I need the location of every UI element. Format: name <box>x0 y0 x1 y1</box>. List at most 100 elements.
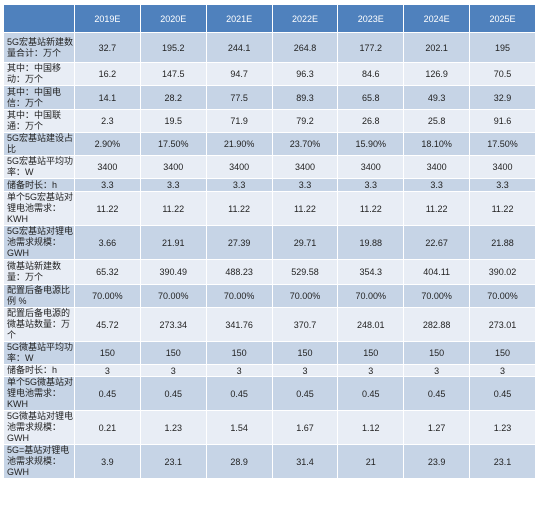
table-cell: 195.2 <box>140 33 206 62</box>
table-cell: 77.5 <box>206 86 272 109</box>
table-cell: 89.3 <box>272 86 338 109</box>
table-cell: 96.3 <box>272 63 338 85</box>
row-label: 其中：中国电信：万个 <box>4 86 74 109</box>
table-cell: 3400 <box>75 156 140 178</box>
table-cell: 70.00% <box>206 285 272 307</box>
table-cell: 3400 <box>338 156 404 178</box>
table-cell: 150 <box>75 342 140 364</box>
table-cell: 1.27 <box>404 411 470 444</box>
table-cell: 70.00% <box>338 285 404 307</box>
table-cell: 282.88 <box>404 308 470 341</box>
table-cell: 3 <box>140 365 206 376</box>
table-cell: 91.6 <box>470 110 535 132</box>
table-cell: 94.7 <box>206 63 272 85</box>
row-label: 5G宏基站对锂电池需求规模：GWH <box>4 226 74 259</box>
table-cell: 150 <box>140 342 206 364</box>
table-cell: 11.22 <box>140 192 206 225</box>
table-cell: 17.50% <box>140 133 206 155</box>
table-cell: 26.8 <box>338 110 404 132</box>
column-header-2025: 2025E <box>470 5 535 32</box>
row-label: 储备时长：h <box>4 179 74 191</box>
table-cell: 27.39 <box>206 226 272 259</box>
table-cell: 31.4 <box>272 445 338 478</box>
table-cell: 23.9 <box>404 445 470 478</box>
table-cell: 23.1 <box>140 445 206 478</box>
table-cell: 273.34 <box>140 308 206 341</box>
row-label: 5G宏基站建设占比 <box>4 133 74 155</box>
table-cell: 70.00% <box>404 285 470 307</box>
table-cell: 150 <box>404 342 470 364</box>
row-label: 5G宏基站平均功率：W <box>4 156 74 178</box>
table-cell: 147.5 <box>140 63 206 85</box>
table-cell: 3 <box>272 365 338 376</box>
table-cell: 11.22 <box>75 192 140 225</box>
table-row: 5G宏基站新建数量合计：万个 32.7 195.2 244.1 264.8 177.2 20… <box>4 33 535 62</box>
row-label: 单个5G宏基站对锂电池需求：KWH <box>4 192 74 225</box>
table-row: 配置后备电源的微基站数量：万个 45.72 273.34 341.76 370.7 248… <box>4 308 535 341</box>
column-header-2024: 2024E <box>404 5 470 32</box>
table-cell: 0.45 <box>206 377 272 410</box>
column-header-2020: 2020E <box>140 5 206 32</box>
table-cell: 3 <box>470 365 535 376</box>
table-cell: 354.3 <box>338 260 404 284</box>
column-header-2021: 2021E <box>206 5 272 32</box>
table-cell: 3 <box>75 365 140 376</box>
table-cell: 264.8 <box>272 33 338 62</box>
table-row: 5G微基站平均功率：W 150 150 150 150 150 150 150 <box>4 342 535 364</box>
table-cell: 0.45 <box>404 377 470 410</box>
table-cell: 244.1 <box>206 33 272 62</box>
table-cell: 1.12 <box>338 411 404 444</box>
table-cell: 15.90% <box>338 133 404 155</box>
table-cell: 126.9 <box>404 63 470 85</box>
table-cell: 390.02 <box>470 260 535 284</box>
table-cell: 79.2 <box>272 110 338 132</box>
table-cell: 529.58 <box>272 260 338 284</box>
table-cell: 3 <box>404 365 470 376</box>
table-cell: 21.88 <box>470 226 535 259</box>
table-cell: 32.9 <box>470 86 535 109</box>
row-label: 5G宏基站新建数量合计：万个 <box>4 33 74 62</box>
table-cell: 21 <box>338 445 404 478</box>
table-cell: 3400 <box>140 156 206 178</box>
table-row: 5G宏基站对锂电池需求规模：GWH 3.66 21.91 27.39 29.71 19.8… <box>4 226 535 259</box>
column-header-2023: 2023E <box>338 5 404 32</box>
table-cell: 45.72 <box>75 308 140 341</box>
table-cell: 390.49 <box>140 260 206 284</box>
table-row: 5G宏基站平均功率：W 3400 3400 3400 3400 3400 3400 3400 <box>4 156 535 178</box>
table-cell: 18.10% <box>404 133 470 155</box>
table-cell: 22.67 <box>404 226 470 259</box>
table-cell: 70.00% <box>75 285 140 307</box>
table-cell: 0.45 <box>470 377 535 410</box>
table-cell: 1.54 <box>206 411 272 444</box>
table-cell: 2.90% <box>75 133 140 155</box>
table-row: 5G微基站对锂电池需求规模：GWH 0.21 1.23 1.54 1.67 1.12 1.2… <box>4 411 535 444</box>
table-row: 储备时长：h 3.3 3.3 3.3 3.3 3.3 3.3 3.3 <box>4 179 535 191</box>
table-cell: 19.5 <box>140 110 206 132</box>
table-cell: 28.2 <box>140 86 206 109</box>
table-cell: 11.22 <box>470 192 535 225</box>
table-cell: 3.3 <box>75 179 140 191</box>
header-row: 2019E 2020E 2021E 2022E 2023E 2024E 2025… <box>4 5 535 32</box>
table-cell: 11.22 <box>338 192 404 225</box>
table-cell: 0.45 <box>338 377 404 410</box>
table-row: 储备时长：h 3 3 3 3 3 3 3 <box>4 365 535 376</box>
table-cell: 16.2 <box>75 63 140 85</box>
table-cell: 23.1 <box>470 445 535 478</box>
table-cell: 150 <box>470 342 535 364</box>
table-body: 5G宏基站新建数量合计：万个 32.7 195.2 244.1 264.8 177.2 20… <box>4 33 535 478</box>
table-cell: 21.91 <box>140 226 206 259</box>
table-row: 其中：中国电信：万个 14.1 28.2 77.5 89.3 65.8 49.3 32.9 <box>4 86 535 109</box>
table-cell: 341.76 <box>206 308 272 341</box>
table-cell: 28.9 <box>206 445 272 478</box>
table-cell: 3.3 <box>470 179 535 191</box>
table-cell: 3.3 <box>140 179 206 191</box>
table-cell: 19.88 <box>338 226 404 259</box>
table-cell: 65.8 <box>338 86 404 109</box>
table-cell: 3.3 <box>404 179 470 191</box>
row-label: 其中：中国移动：万个 <box>4 63 74 85</box>
table-row: 单个5G微基站对锂电池需求：KWH 0.45 0.45 0.45 0.45 0.45 0.4… <box>4 377 535 410</box>
table-cell: 177.2 <box>338 33 404 62</box>
table-cell: 3.3 <box>272 179 338 191</box>
table-cell: 150 <box>338 342 404 364</box>
data-table: 2019E 2020E 2021E 2022E 2023E 2024E 2025… <box>3 4 536 479</box>
